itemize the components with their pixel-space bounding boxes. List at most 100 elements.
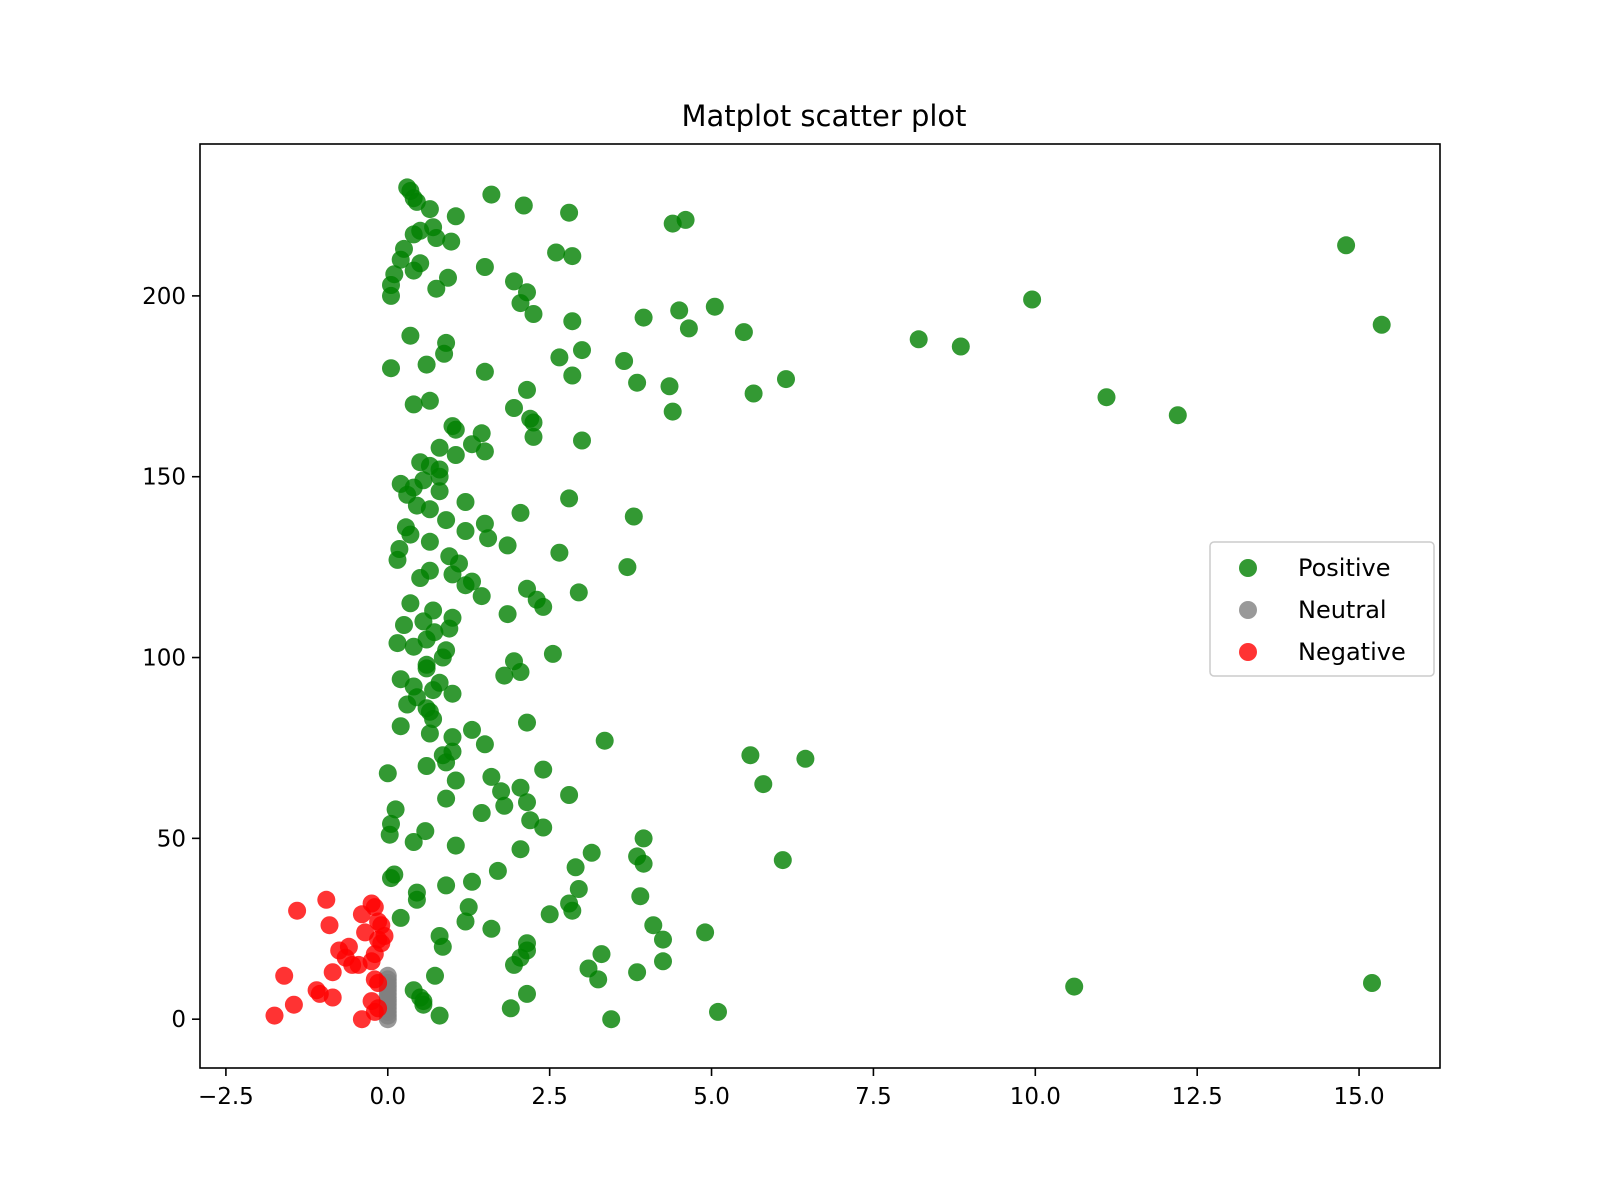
legend-label-negative: Negative	[1298, 638, 1406, 666]
positive-point	[696, 923, 715, 942]
positive-point	[446, 420, 465, 439]
positive-point	[534, 760, 553, 779]
negative-point	[275, 966, 294, 985]
x-tick-label: 7.5	[855, 1084, 892, 1110]
positive-point	[456, 912, 475, 931]
positive-point	[443, 728, 462, 747]
positive-point	[602, 1010, 621, 1029]
positive-point	[430, 467, 449, 486]
positive-point	[634, 829, 653, 848]
positive-point	[511, 840, 530, 859]
positive-point	[414, 612, 433, 631]
positive-point	[518, 713, 536, 732]
chart-title: Matplot scatter plot	[681, 99, 966, 133]
legend-marker-positive	[1239, 559, 1257, 577]
legend-marker-neutral	[1239, 601, 1257, 619]
positive-point	[420, 532, 439, 551]
x-tick-label: 12.5	[1172, 1084, 1223, 1110]
positive-point	[446, 836, 465, 855]
positive-point	[404, 637, 423, 656]
positive-point	[951, 337, 970, 356]
positive-point	[482, 185, 501, 204]
positive-point	[475, 735, 494, 754]
positive-point	[615, 352, 634, 370]
positive-point	[679, 319, 698, 338]
positive-point	[741, 746, 760, 765]
positive-point	[482, 919, 501, 938]
positive-point	[547, 243, 566, 262]
positive-point	[1097, 388, 1116, 407]
positive-point	[754, 775, 773, 794]
negative-point	[288, 901, 307, 920]
positive-point	[446, 771, 465, 790]
x-tick-label: 5.0	[693, 1084, 730, 1110]
positive-point	[595, 731, 614, 750]
negative-point	[323, 963, 342, 982]
positive-point	[437, 753, 456, 772]
positive-point	[495, 796, 514, 815]
positive-point	[1023, 290, 1042, 309]
positive-point	[391, 717, 410, 736]
positive-point	[475, 258, 494, 276]
positive-point	[511, 503, 530, 522]
x-tick-label: 0.0	[369, 1084, 406, 1110]
positive-point	[456, 576, 475, 595]
negative-point	[284, 995, 303, 1014]
negative-point	[320, 916, 339, 935]
negative-point	[369, 974, 388, 992]
positive-point	[437, 511, 456, 530]
positive-point	[624, 507, 643, 526]
positive-point	[437, 789, 456, 808]
positive-point	[420, 200, 439, 219]
negative-point	[323, 988, 342, 1007]
positive-point	[569, 880, 588, 898]
positive-point	[654, 952, 672, 971]
positive-point	[417, 355, 436, 374]
positive-point	[634, 308, 653, 327]
positive-point	[388, 550, 407, 569]
positive-point	[505, 955, 523, 974]
positive-point	[442, 232, 461, 251]
positive-point	[560, 786, 579, 804]
positive-point	[511, 778, 530, 797]
y-tick-label: 100	[142, 646, 186, 672]
positive-point	[573, 431, 591, 450]
series-negative	[265, 890, 394, 1029]
positive-point	[420, 391, 439, 410]
positive-point	[773, 851, 792, 870]
positive-point	[446, 207, 465, 226]
positive-point	[563, 901, 582, 920]
positive-point	[417, 757, 436, 775]
positive-point	[777, 370, 795, 389]
x-tick-label: 15.0	[1333, 1084, 1384, 1110]
positive-point	[631, 887, 650, 906]
legend-label-neutral: Neutral	[1298, 596, 1387, 624]
positive-point	[663, 402, 682, 421]
positive-point	[909, 330, 928, 349]
positive-point	[430, 1006, 449, 1025]
positive-point	[660, 377, 679, 396]
positive-point	[414, 995, 433, 1014]
positive-point	[670, 301, 689, 320]
plot-frame	[199, 143, 1441, 1069]
positive-point	[540, 905, 559, 924]
positive-point	[566, 858, 585, 877]
positive-point	[443, 565, 462, 584]
negative-point	[349, 955, 368, 974]
positive-point	[440, 619, 459, 638]
positive-point	[386, 800, 405, 819]
positive-point	[456, 522, 475, 540]
negative-point	[317, 890, 336, 909]
positive-point	[472, 587, 491, 606]
positive-point	[560, 203, 579, 222]
positive-point	[560, 489, 579, 508]
positive-point	[407, 890, 426, 909]
positive-point	[514, 196, 533, 215]
positive-point	[479, 529, 498, 548]
positive-point	[404, 395, 423, 414]
positive-point	[663, 214, 682, 233]
positive-point	[424, 681, 443, 700]
positive-point	[430, 482, 449, 501]
positive-point	[382, 286, 400, 305]
negative-point	[352, 905, 371, 924]
